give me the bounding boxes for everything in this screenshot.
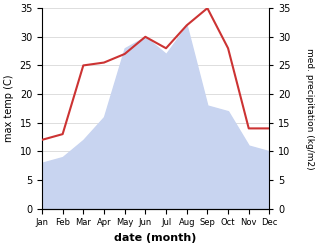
Y-axis label: med. precipitation (kg/m2): med. precipitation (kg/m2) [305, 48, 314, 169]
X-axis label: date (month): date (month) [114, 233, 197, 243]
Y-axis label: max temp (C): max temp (C) [4, 75, 14, 142]
